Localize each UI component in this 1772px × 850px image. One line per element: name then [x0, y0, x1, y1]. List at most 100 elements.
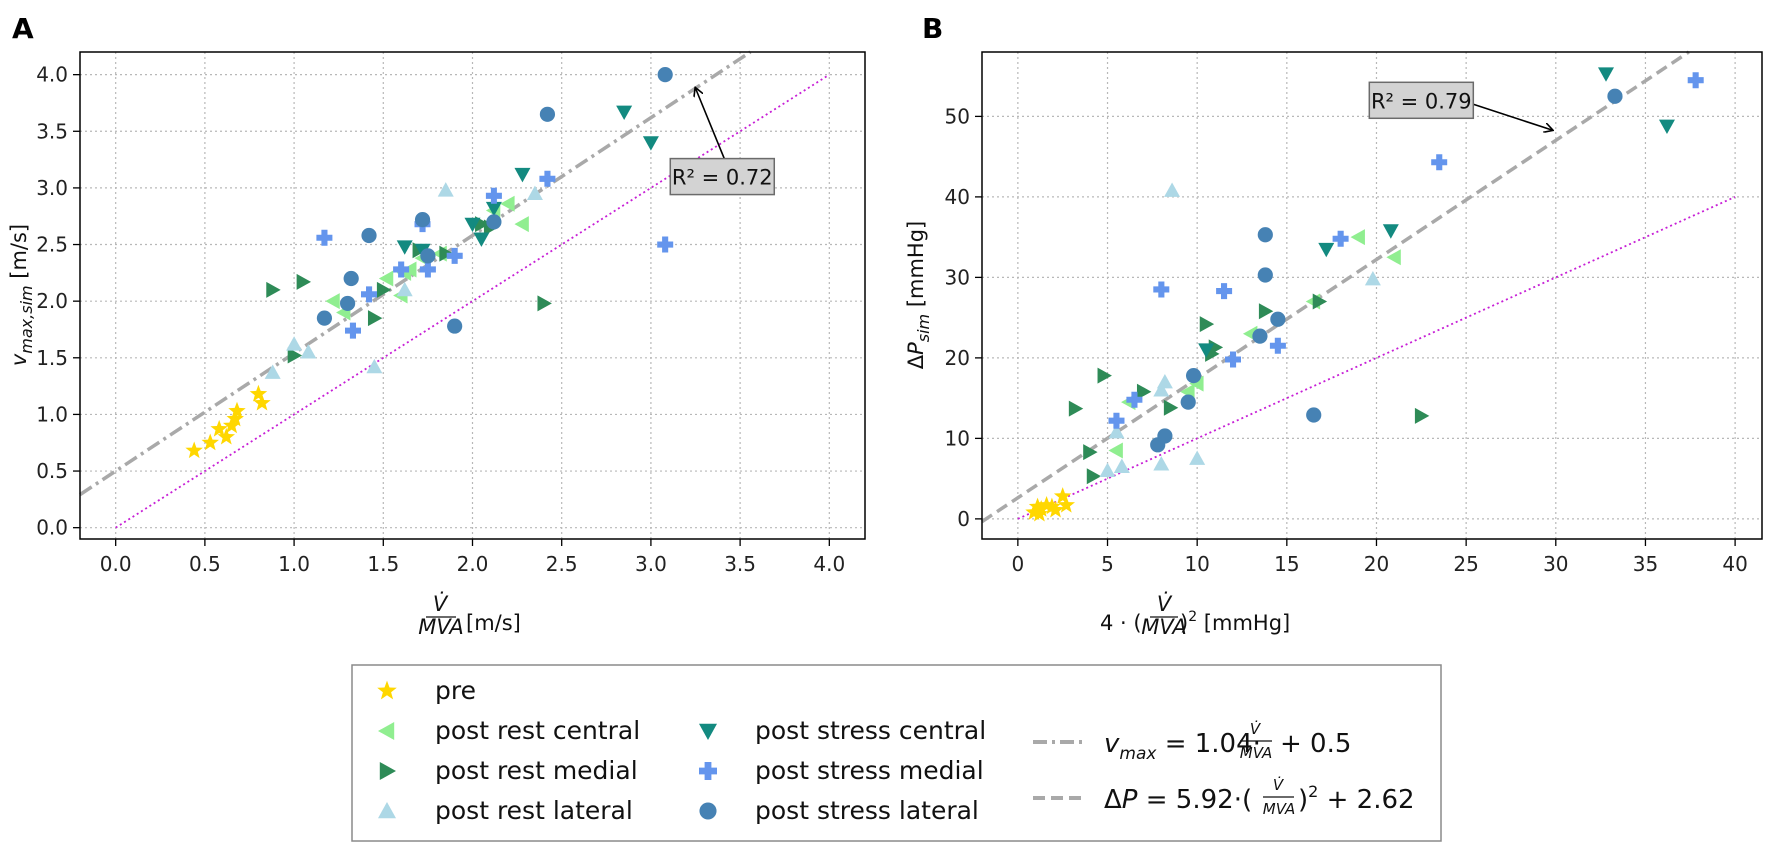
panel-b-point-post-rest-lateral [1099, 462, 1116, 477]
panel-b-xtick-label: 40 [1722, 552, 1747, 576]
panel-a-point-post-stress-lateral [657, 67, 673, 83]
legend-marker-post-rest-medial [379, 762, 396, 780]
panel-b-point-post-stress-lateral [1180, 394, 1196, 410]
panel-a-point-pre [228, 401, 246, 419]
panel-a-ytick-label: 1.5 [36, 346, 68, 370]
panel-a-point-post-stress-medial [485, 187, 502, 204]
panel-a-xtick-label: 2.0 [457, 552, 489, 576]
svg-text:V̇: V̇ [1273, 775, 1285, 794]
legend-marker-post-stress-central [699, 723, 717, 740]
panel-b-point-post-stress-central [1198, 343, 1215, 358]
panel-a-points [185, 67, 674, 459]
svg-text:V̇: V̇ [1157, 591, 1173, 616]
panel-a-point-post-rest-medial [287, 347, 303, 364]
panel-a-annotation-arrow [696, 88, 726, 159]
svg-text:MVA: MVA [418, 615, 463, 639]
panel-b-point-post-stress-lateral [1157, 428, 1173, 444]
panel-a-point-post-stress-central [473, 232, 490, 247]
svg-text:vmax,sim [m/s]: vmax,sim [m/s] [7, 224, 36, 366]
panel-a-point-post-stress-lateral [539, 106, 556, 122]
panel-a-point-post-stress-lateral [420, 248, 436, 264]
panel-b-xtick-label: 5 [1101, 552, 1114, 576]
panel-a-point-post-stress-central [642, 136, 659, 151]
panel-a-point-post-rest-lateral [300, 344, 317, 359]
panel-a-point-post-stress-lateral [343, 270, 359, 287]
panel-b-point-post-stress-lateral [1306, 407, 1322, 423]
panel-b-point-post-stress-medial [1431, 154, 1448, 171]
panel-a-ytick-label: 4.0 [36, 63, 68, 87]
panel-a-point-post-rest-medial [296, 273, 312, 290]
svg-text:V̇: V̇ [1250, 719, 1262, 738]
panel-b-xtick-label: 15 [1274, 552, 1299, 576]
panel-a-point-post-stress-central [396, 240, 413, 255]
svg-text:MVA: MVA [1141, 615, 1186, 639]
panel-b-ytick-label: 20 [945, 346, 970, 370]
panel-a-point-post-stress-medial [345, 322, 361, 339]
panel-b-annotation: R² = 0.79 [1368, 81, 1552, 130]
panel-b-annotation-arrow [1473, 103, 1552, 130]
panel-a-annotation-box [669, 157, 776, 196]
legend-frame [351, 664, 1442, 842]
panel-a-label: A [12, 12, 34, 45]
panel-b-ytick-label: 0 [957, 507, 970, 531]
panel-a-xtick-label: 1.5 [367, 552, 399, 576]
panel-b-point-post-rest-medial [1136, 383, 1152, 400]
panel-a-point-post-stress-central [616, 105, 633, 121]
panel-a-ticks: 0.0 0.5 1.0 1.5 2.0 2.5 3.0 3.5 4.0 0.0 0.5 1.0 1.5 2… [36, 63, 845, 576]
panel-a-point-post-stress-central [514, 167, 531, 183]
panel-b-point-post-rest-medial [1199, 316, 1215, 333]
legend-label-post-rest-lateral: post rest lateral [435, 796, 633, 825]
panel-a-xtick-label: 0.5 [189, 552, 221, 576]
panel-a-point-post-stress-medial [361, 286, 377, 303]
panel-b-point-post-rest-medial [1086, 468, 1102, 485]
panel-b-point-post-stress-lateral [1185, 367, 1202, 384]
panel-a-grid [80, 52, 865, 539]
panel-a-ylabel: vmax,sim [m/s] [7, 224, 36, 366]
legend-marker-pre [377, 680, 397, 700]
panel-a-point-pre [217, 427, 235, 445]
panel-b-ytick-label: 40 [945, 185, 970, 209]
panel-b-point-post-stress-lateral [1607, 88, 1623, 104]
svg-text:+ 0.5: + 0.5 [1280, 729, 1351, 759]
panel-a-point-pre [210, 419, 228, 437]
panel-a-point-post-rest-central [514, 216, 529, 233]
legend-marker-post-rest-central [378, 722, 395, 740]
panel-b-xtick-label: 25 [1453, 552, 1478, 576]
panel-a-ytick-label: 2.0 [36, 289, 68, 313]
panel-a-point-post-stress-lateral [447, 318, 463, 334]
panel-a-point-post-rest-central [378, 270, 394, 287]
panel-b-point-post-rest-central [1350, 229, 1365, 246]
panel-b-point-post-stress-central [1318, 242, 1335, 258]
panel-a-point-post-rest-medial [537, 295, 552, 312]
panel-a-point-post-rest-lateral [437, 182, 454, 197]
legend: pre post rest central post rest medial p… [351, 664, 1442, 842]
panel-a-point-post-stress-central [464, 217, 481, 233]
panel-b-point-post-rest-medial [1163, 399, 1179, 416]
panel-b-point-post-stress-medial [1108, 412, 1125, 429]
panel-a-fit-line [79, 50, 752, 497]
panel-b-frame [981, 51, 1763, 540]
panel-b-point-pre [1028, 497, 1047, 515]
panel-b-xtick-label: 20 [1364, 552, 1389, 576]
panel-a-point-post-stress-medial [657, 236, 674, 253]
panel-a-point-pre [201, 433, 219, 451]
panel-b-point-post-rest-lateral [1189, 450, 1206, 465]
panel-a-frame [79, 51, 866, 540]
legend-label-post-stress-medial: post stress medial [755, 756, 984, 785]
panel-b-ytick-label: 10 [945, 426, 970, 450]
svg-text:V̇: V̇ [433, 591, 449, 616]
svg-text:vmax = 1.04·: vmax = 1.04· [1104, 729, 1261, 764]
panel-a-xtick-label: 0.0 [100, 552, 132, 576]
panel-a-point-post-stress-medial [316, 229, 333, 246]
panel-a-point-post-rest-medial [439, 245, 454, 262]
panel-b-ytick-label: 50 [945, 104, 970, 128]
panel-b-ylabel: ΔPsim [mmHg] [904, 221, 933, 370]
panel-b-lines [981, 50, 1736, 524]
panel-a-xtick-label: 3.0 [635, 552, 667, 576]
panel-b-point-post-stress-lateral [1257, 267, 1273, 283]
panel-b-point-pre [1032, 500, 1050, 517]
panel-b-point-post-stress-medial [1153, 281, 1170, 298]
panel-a-point-post-stress-lateral [486, 214, 502, 230]
